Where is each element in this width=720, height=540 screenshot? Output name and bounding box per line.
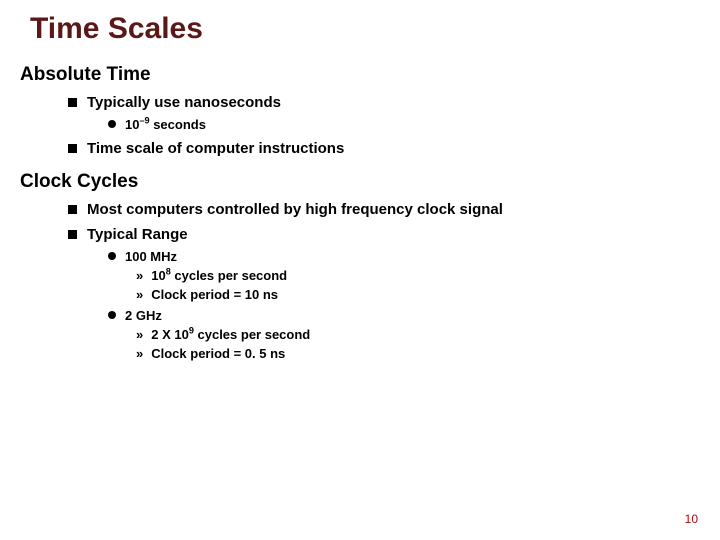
bullet-lvl2: 100 MHz [108,249,700,264]
bullet-lvl3: » 2 X 109 cycles per second [136,327,700,342]
square-bullet-icon [68,230,77,239]
text-part: seconds [150,117,206,132]
bullet-text: Time scale of computer instructions [87,140,344,157]
bullet-lvl2: 2 GHz [108,308,700,323]
superscript: –9 [139,116,149,126]
slide: Time Scales Absolute Time Typically use … [0,0,720,540]
bullet-text: 100 MHz [125,249,177,264]
bullet-text: Typical Range [87,226,188,243]
bullet-lvl1: Time scale of computer instructions [68,140,700,157]
bullet-text: Most computers controlled by high freque… [87,201,503,218]
text-part: 10 [125,117,139,132]
text-part: cycles per second [171,268,287,283]
section-heading-clock-cycles: Clock Cycles [20,171,700,193]
square-bullet-icon [68,144,77,153]
text-part: 10 [151,268,165,283]
bullet-text: Clock period = 10 ns [151,287,278,302]
bullet-lvl3: » Clock period = 10 ns [136,287,700,302]
square-bullet-icon [68,205,77,214]
arrow-bullet-icon: » [136,346,143,361]
bullet-text: 2 GHz [125,308,162,323]
disc-bullet-icon [108,311,116,319]
bullet-text: 2 X 109 cycles per second [151,327,310,342]
text-part: cycles per second [194,327,310,342]
arrow-bullet-icon: » [136,287,143,302]
arrow-bullet-icon: » [136,268,143,283]
bullet-lvl2: 10–9 seconds [108,117,700,132]
slide-title: Time Scales [30,12,700,46]
bullet-lvl3: » Clock period = 0. 5 ns [136,346,700,361]
bullet-lvl3: » 108 cycles per second [136,268,700,283]
bullet-text: 10–9 seconds [125,117,206,132]
section-heading-absolute-time: Absolute Time [20,64,700,86]
page-number: 10 [685,512,698,526]
square-bullet-icon [68,98,77,107]
bullet-text: 108 cycles per second [151,268,287,283]
disc-bullet-icon [108,120,116,128]
bullet-lvl1: Typically use nanoseconds [68,94,700,111]
text-part: 2 X 10 [151,327,189,342]
bullet-lvl1: Most computers controlled by high freque… [68,201,700,218]
arrow-bullet-icon: » [136,327,143,342]
bullet-lvl1: Typical Range [68,226,700,243]
bullet-text: Clock period = 0. 5 ns [151,346,285,361]
disc-bullet-icon [108,252,116,260]
bullet-text: Typically use nanoseconds [87,94,281,111]
